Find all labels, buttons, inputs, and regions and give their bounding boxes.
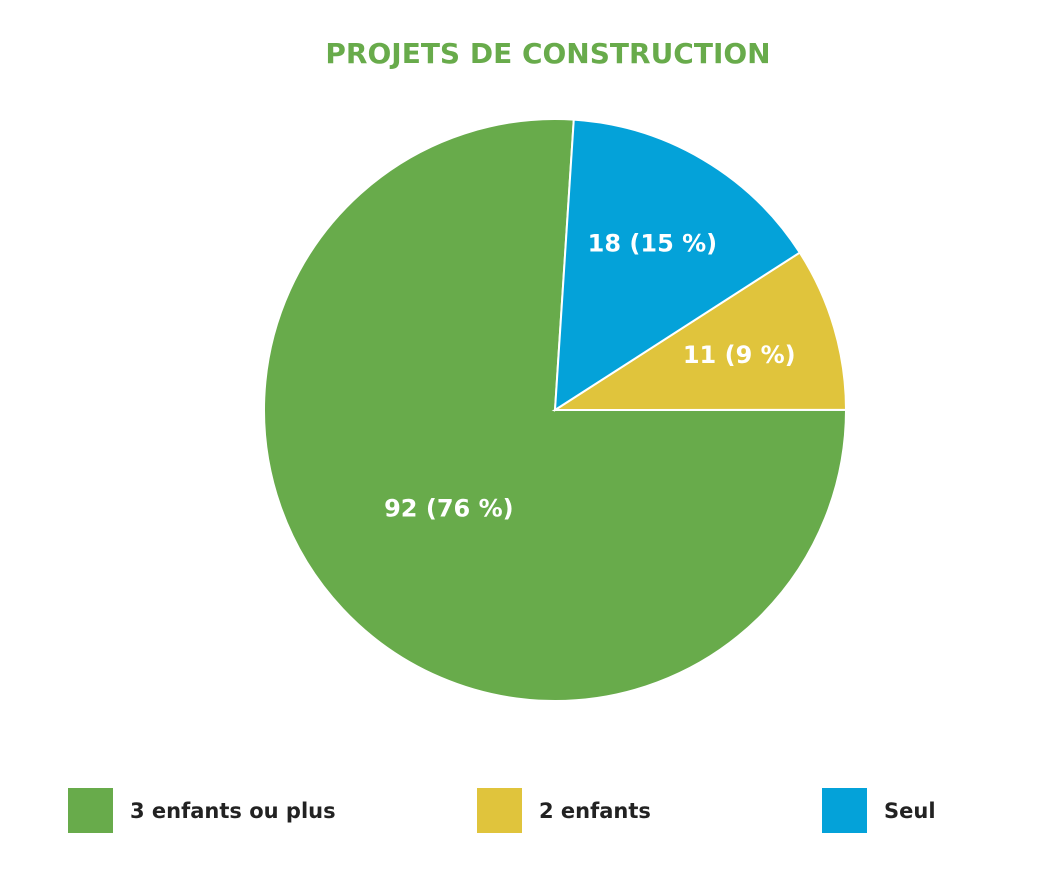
legend-swatch [68, 788, 113, 833]
legend-swatch [477, 788, 522, 833]
legend-label: 3 enfants ou plus [130, 799, 336, 823]
legend-label: 2 enfants [539, 799, 651, 823]
legend-swatch [822, 788, 867, 833]
chart-title: PROJETS DE CONSTRUCTION [325, 37, 770, 70]
legend-label: Seul [884, 799, 936, 823]
data-label: 11 (9 %) [683, 341, 796, 369]
data-label: 18 (15 %) [588, 229, 718, 257]
pie-slice [551, 251, 848, 412]
data-label: 92 (76 %) [384, 495, 514, 523]
pie-slice [553, 118, 802, 412]
